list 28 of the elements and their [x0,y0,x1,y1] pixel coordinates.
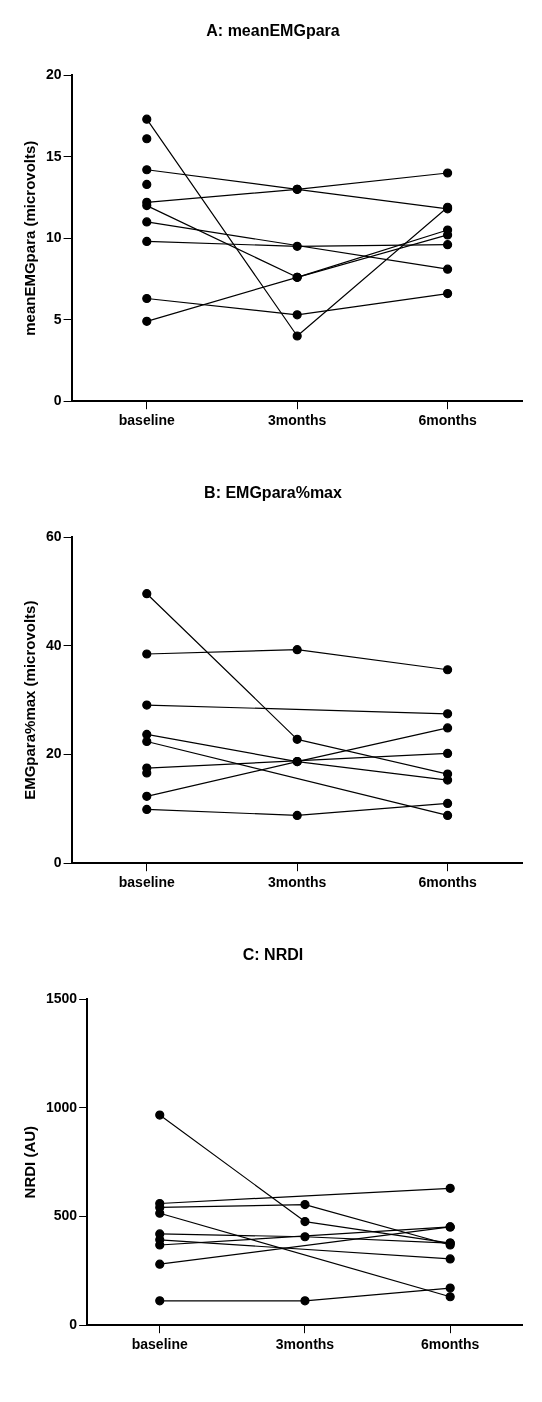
y-tick-label: 500 [53,1207,78,1224]
y-tick-label: 1500 [45,990,78,1007]
x-tick-label: 3months [275,1336,335,1353]
y-tick-label: 1000 [45,1098,78,1115]
chart-title: A: meanEMGpara [206,22,340,40]
y-tick-label: 0 [69,1316,78,1333]
y-tick-label: 40 [45,636,62,653]
x-tick-label: 6months [421,1336,480,1353]
y-tick-label: 10 [45,229,62,246]
chart-title: B: EMGpara%max [204,484,343,502]
x-tick-label: baseline [118,874,175,891]
x-tick-label: 3months [268,412,327,429]
y-tick-label: 15 [45,147,62,164]
y-tick-label: 5 [53,310,62,327]
y-axis-title: EMGpara%max (microvolts) [21,600,39,800]
x-tick-label: baseline [118,412,175,429]
y-axis-title: meanEMGpara (microvolts) [21,140,39,336]
x-tick-label: 6months [418,874,477,891]
y-tick-label: 0 [53,392,62,409]
x-tick-label: 6months [418,412,477,429]
y-tick-label: 20 [45,66,62,83]
chart-title: C: NRDI [242,946,304,964]
y-tick-label: 0 [53,854,62,871]
y-tick-label: 60 [45,528,62,545]
x-tick-label: baseline [131,1336,188,1353]
y-axis-title: NRDI (AU) [21,1125,39,1199]
x-tick-label: 3months [268,874,327,891]
y-tick-label: 20 [45,745,62,762]
